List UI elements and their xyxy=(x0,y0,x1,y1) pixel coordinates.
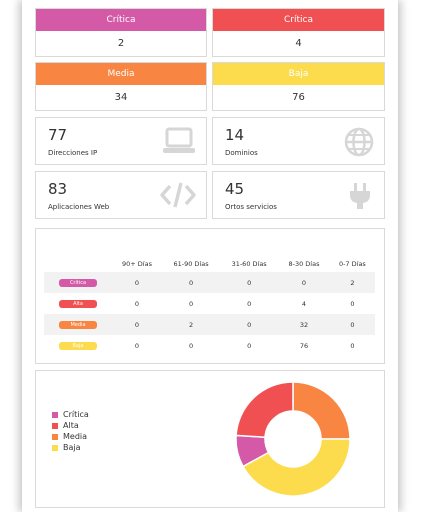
donut-slice-media[interactable] xyxy=(292,381,351,440)
table-cell: 0 xyxy=(220,314,279,335)
severity-card-critical-1[interactable]: Crítica 2 xyxy=(35,8,207,57)
stat-card-web-apps[interactable]: 83 Aplicaciones Web xyxy=(35,171,207,219)
legend-label: Baja xyxy=(63,443,81,452)
plug-icon xyxy=(350,183,370,209)
legend-label: Media xyxy=(63,432,88,441)
legend-item[interactable]: Media xyxy=(52,431,89,442)
severity-card-count: 4 xyxy=(295,38,302,49)
column-header: 61-90 Días xyxy=(173,260,209,268)
globe-icon xyxy=(344,127,374,157)
table-cell: 0 xyxy=(350,341,355,350)
table-cell: 0 xyxy=(134,299,140,308)
stat-value: 77 xyxy=(48,126,68,144)
table-cell: 4 xyxy=(301,299,307,308)
severity-card-header: Crítica xyxy=(36,9,206,31)
severity-card-header: Baja xyxy=(213,63,384,85)
stat-label: Aplicaciones Web xyxy=(48,203,110,211)
table-cell: 32 xyxy=(278,314,330,335)
table-cell: 0 xyxy=(134,341,140,350)
severity-card-media[interactable]: Media 34 xyxy=(35,62,207,111)
stat-label: Dominios xyxy=(225,149,258,157)
table-cell: 0 xyxy=(188,341,194,350)
severity-badge: Alta xyxy=(59,300,97,308)
donut-slice-alta[interactable] xyxy=(235,381,294,439)
legend-item[interactable]: Crítica xyxy=(52,409,89,420)
vulnerability-age-table: 90+ Días 61-90 Días 31-60 Días 8-30 Días… xyxy=(44,256,375,356)
dashboard-panel: Crítica 2 Crítica 4 Media 34 Baja 76 77 … xyxy=(22,0,398,512)
table-row: Baja 0 0 0 76 0 xyxy=(44,335,375,356)
table-cell: 0 xyxy=(350,299,355,308)
vulnerability-age-table-card: 90+ Días 61-90 Días 31-60 Días 8-30 Días… xyxy=(35,228,385,364)
table-cell: 76 xyxy=(299,341,309,350)
legend-label: Alta xyxy=(63,421,79,430)
legend-label: Crítica xyxy=(63,410,89,419)
column-header: 90+ Días xyxy=(122,260,152,268)
severity-card-count: 34 xyxy=(114,92,128,103)
stat-card-ip-addresses[interactable]: 77 Direcciones IP xyxy=(35,117,207,165)
stat-label: Direcciones IP xyxy=(48,149,98,157)
column-header: 31-60 Días xyxy=(231,260,267,268)
table-cell: 0 xyxy=(112,314,162,335)
table-cell: 2 xyxy=(329,272,375,293)
laptop-icon xyxy=(163,127,195,153)
table-cell: 0 xyxy=(247,299,252,308)
table-cell: 2 xyxy=(162,314,221,335)
legend-item[interactable]: Alta xyxy=(52,420,89,431)
stat-card-domains[interactable]: 14 Dominios xyxy=(212,117,385,165)
table-cell: 0 xyxy=(329,314,375,335)
severity-donut-chart-card: Crítica Alta Media Baja xyxy=(35,370,385,508)
stat-label: Ortos servicios xyxy=(225,203,277,211)
table-cell: 0 xyxy=(112,272,162,293)
stat-value: 14 xyxy=(225,126,245,144)
severity-card-critical-2[interactable]: Crítica 4 xyxy=(212,8,385,57)
table-cell: 0 xyxy=(247,341,252,350)
severity-card-header: Media xyxy=(36,63,206,85)
donut-chart xyxy=(235,381,351,497)
legend-item[interactable]: Baja xyxy=(52,442,89,453)
table-cell: 0 xyxy=(220,272,279,293)
table-cell: 0 xyxy=(188,299,194,308)
legend-swatch xyxy=(52,444,58,451)
severity-badge: Crítica xyxy=(59,279,97,287)
column-header: 8-30 Días xyxy=(288,260,320,268)
stat-card-other-services[interactable]: 45 Ortos servicios xyxy=(212,171,385,219)
legend-swatch xyxy=(52,422,58,429)
severity-badge: Baja xyxy=(59,342,97,350)
column-header: 0-7 Días xyxy=(338,260,366,268)
legend-swatch xyxy=(52,433,58,440)
severity-card-count: 76 xyxy=(292,92,305,103)
table-row: Alta 0 0 0 4 0 xyxy=(44,293,375,314)
stat-value: 83 xyxy=(48,180,68,198)
table-cell: 0 xyxy=(278,272,330,293)
stat-value: 45 xyxy=(225,180,245,198)
severity-card-count: 2 xyxy=(117,38,125,49)
table-row: Media 0 2 0 32 0 xyxy=(44,314,375,335)
severity-card-header: Crítica xyxy=(213,9,384,31)
code-icon xyxy=(160,182,196,208)
table-cell: 0 xyxy=(162,272,221,293)
severity-card-baja[interactable]: Baja 76 xyxy=(212,62,385,111)
severity-badge: Media xyxy=(59,321,97,329)
table-row: Crítica 0 0 0 0 2 xyxy=(44,272,375,293)
chart-legend: Crítica Alta Media Baja xyxy=(52,409,89,453)
column-header xyxy=(44,256,112,272)
donut-slice-baja[interactable] xyxy=(242,438,351,497)
legend-swatch xyxy=(52,411,58,418)
